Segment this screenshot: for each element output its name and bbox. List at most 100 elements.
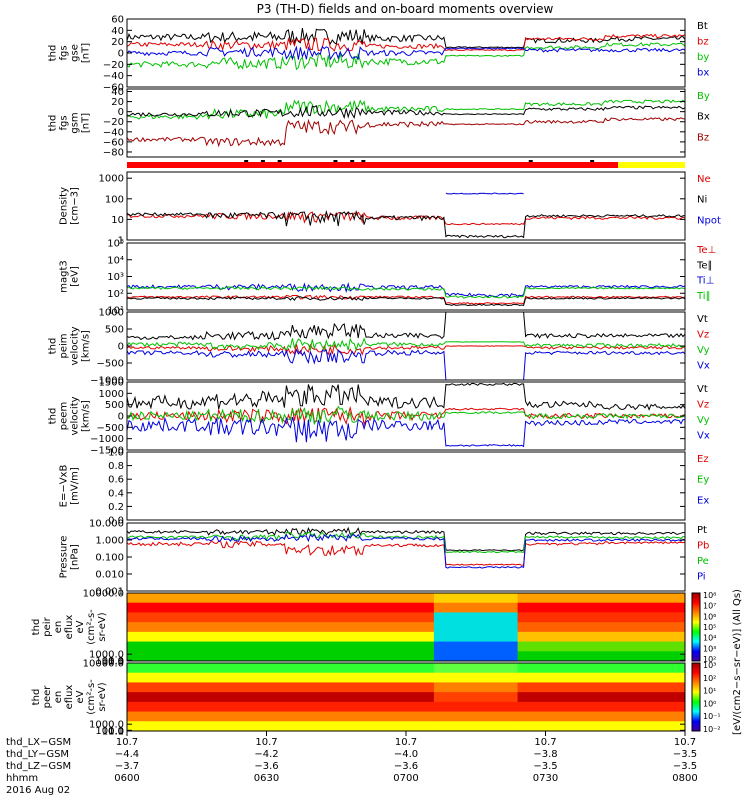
y-axis-label: thd <box>31 619 42 636</box>
colorbar-tick: 10⁴ <box>703 634 716 643</box>
y-axis-label: en <box>53 621 64 634</box>
heat-cell <box>433 721 519 732</box>
series-line-Vt <box>126 382 686 411</box>
x-tick-label: 0700 <box>393 773 418 784</box>
panel-frame <box>126 18 686 88</box>
x-row-label: hhmm <box>6 773 38 784</box>
mode-tick <box>277 160 282 162</box>
legend-bz: bz <box>697 37 709 48</box>
series-line-By <box>126 99 686 121</box>
y-tick-label: 10.0 <box>102 656 124 667</box>
colorbar-tick: 10¹ <box>703 687 716 696</box>
x-row-label: thd_LZ−GSM <box>6 761 71 772</box>
y-tick-label: 100.0 <box>95 726 124 737</box>
colorbar-tick: 10⁻¹ <box>703 712 721 721</box>
y-tick-label: 0.1 <box>108 727 124 738</box>
legend-Vz: Vz <box>697 400 709 411</box>
y-tick-label: 0.010 <box>95 570 124 581</box>
legend-bx: bx <box>697 68 709 79</box>
heat-cell <box>127 602 435 613</box>
colorbar-tick: 10⁵ <box>703 623 716 632</box>
y-axis-label: thd <box>48 408 59 425</box>
legend-Ex: Ex <box>697 495 709 506</box>
y-tick-label: 40 <box>111 26 124 37</box>
legend-Pi: Pi <box>697 572 706 583</box>
legend-Vx: Vx <box>697 431 710 442</box>
legend-Vt: Vt <box>697 314 708 325</box>
panel-frame <box>126 451 686 521</box>
legend-Pt: Pt <box>697 525 707 536</box>
series-line-Vt <box>126 311 686 341</box>
colorbar-top <box>691 592 701 662</box>
legend-Te∥: Te∥ <box>696 260 713 271</box>
colorbar-tick: 10³ <box>703 661 716 670</box>
y-tick-label: −40 <box>103 71 124 82</box>
y-axis-label: peir <box>42 616 53 636</box>
series-line-bx <box>126 45 686 61</box>
heat-cell <box>127 672 435 683</box>
x-tick-label: −4.2 <box>254 749 278 760</box>
legend-Ne: Ne <box>697 174 711 185</box>
y-tick-label: 0.2 <box>108 502 124 513</box>
x-tick-label: −3.5 <box>673 749 697 760</box>
y-axis-label: eV <box>75 620 86 633</box>
heat-cell <box>127 622 435 633</box>
heat-cell <box>517 651 686 662</box>
y-axis-label: en <box>53 691 64 704</box>
heat-cell <box>517 701 686 713</box>
x-row-label: thd_LY−GSM <box>6 749 69 760</box>
x-tick-label: 10.7 <box>534 737 556 748</box>
y-axis-label: eflux <box>64 685 75 710</box>
heat-cell <box>127 721 435 732</box>
y-axis-label: (cm²-s- <box>86 609 97 645</box>
y-tick-label: −1000 <box>90 376 124 387</box>
y-tick-label: 10000.0 <box>83 589 124 600</box>
y-tick-label: −500 <box>97 359 124 370</box>
y-axis-label: Density <box>59 187 70 225</box>
legend-Ni: Ni <box>697 195 707 206</box>
y-axis-label: gse <box>70 44 81 62</box>
y-tick-label: 0.8 <box>108 461 124 472</box>
series-line-Vx <box>126 416 686 448</box>
y-axis-label: E=−VxB <box>59 465 70 508</box>
series-line-Vz <box>126 343 686 356</box>
series-line-Pi <box>126 533 686 569</box>
heat-cell <box>433 663 519 674</box>
y-tick-label: 60 <box>111 15 124 26</box>
mode-tick <box>361 160 366 162</box>
y-tick-label: 1000 <box>99 308 124 319</box>
y-tick-label: 10² <box>107 289 124 300</box>
y-tick-label: −20 <box>103 117 124 128</box>
panel-peim-velocity: 1000 500 0 −500 −1000 thd peim velocity [km/s] Vt… <box>48 308 710 387</box>
x-tick-label: 10.7 <box>116 737 138 748</box>
x-tick-label: 0630 <box>254 773 279 784</box>
series-line-Pt <box>126 526 686 552</box>
panel-mode-bar <box>127 160 685 168</box>
series-line-Bz <box>126 117 686 148</box>
colorbar-tick: 10⁻² <box>703 725 721 734</box>
colorbar-tick: 10² <box>703 674 716 683</box>
y-axis-label: [cm−3] <box>70 187 81 225</box>
y-tick-label: 100 <box>105 194 124 205</box>
heat-cell <box>517 641 686 652</box>
y-tick-label: −80 <box>103 147 124 158</box>
y-tick-label: 0 <box>118 49 124 60</box>
legend-Vz: Vz <box>697 330 709 341</box>
y-tick-label: 0 <box>118 107 124 118</box>
y-tick-label: 10 <box>111 215 124 226</box>
heat-cell <box>517 721 686 732</box>
y-tick-label: 10⁵ <box>107 239 124 250</box>
mode-tick <box>333 160 338 162</box>
series-line-Vy <box>126 337 686 352</box>
y-tick-label: 0 <box>118 412 124 423</box>
y-tick-label: 0.0 <box>108 516 124 527</box>
heat-cell <box>433 711 519 722</box>
mode-segment <box>127 162 619 168</box>
legend-Ti⊥: Ti⊥ <box>696 276 714 287</box>
heat-cell <box>517 602 686 613</box>
x-tick-label: −3.5 <box>533 761 557 772</box>
colorbar-tick: 10⁰ <box>703 699 716 708</box>
y-tick-label: −60 <box>103 137 124 148</box>
